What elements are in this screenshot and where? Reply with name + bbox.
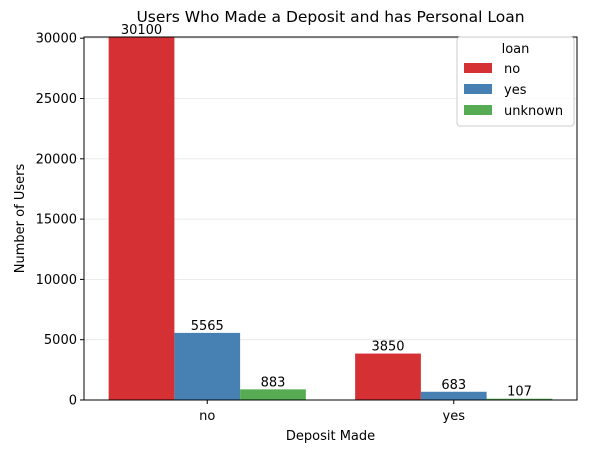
legend-swatch-yes bbox=[464, 84, 492, 94]
legend-swatch-no bbox=[464, 63, 492, 73]
y-tick-label-30000: 30000 bbox=[36, 32, 77, 47]
bar-value-labels: 30100 5565 883 3850 683 107 bbox=[121, 23, 532, 400]
y-axis: 0 5000 10000 15000 20000 25000 30000 bbox=[36, 32, 84, 409]
bar-label-yes-unknown: 107 bbox=[507, 385, 532, 400]
x-tick-label-no: no bbox=[199, 409, 215, 424]
bar-yes-unknown bbox=[486, 398, 553, 400]
bar-label-no-yes: 5565 bbox=[191, 319, 224, 334]
y-tick-label-5000: 5000 bbox=[44, 333, 77, 348]
bar-no-no bbox=[108, 37, 175, 400]
x-tick-label-yes: yes bbox=[443, 409, 466, 424]
y-tick-label-0: 0 bbox=[69, 394, 77, 409]
x-axis-title: Deposit Made bbox=[286, 429, 375, 444]
legend-title: loan bbox=[502, 42, 530, 57]
legend-items: no yes unknown bbox=[464, 62, 563, 119]
y-tick-label-25000: 25000 bbox=[36, 92, 77, 107]
bar-label-yes-no: 3850 bbox=[371, 340, 404, 355]
chart-title: Users Who Made a Deposit and has Persona… bbox=[136, 8, 524, 26]
legend-swatch-unknown bbox=[464, 105, 492, 115]
bar-label-no-no: 30100 bbox=[121, 23, 162, 38]
legend-label-unknown: unknown bbox=[504, 104, 563, 119]
bar-no-yes bbox=[174, 332, 241, 400]
bars bbox=[108, 37, 553, 400]
plot-frame bbox=[83, 36, 578, 401]
y-tick-label-20000: 20000 bbox=[36, 152, 77, 167]
y-tick-label-15000: 15000 bbox=[36, 213, 77, 228]
bar-yes-yes bbox=[420, 391, 487, 400]
y-tick-label-10000: 10000 bbox=[36, 273, 77, 288]
bar-label-no-unknown: 883 bbox=[261, 375, 286, 390]
legend-label-yes: yes bbox=[504, 83, 527, 98]
legend-box bbox=[456, 36, 575, 127]
y-axis-title: Number of Users bbox=[13, 164, 28, 274]
bar-yes-no bbox=[355, 353, 421, 400]
bar-label-yes-yes: 683 bbox=[441, 378, 466, 393]
legend: loan no yes unknown bbox=[456, 36, 575, 127]
bar-no-unknown bbox=[240, 389, 306, 400]
legend-label-no: no bbox=[504, 62, 520, 77]
x-axis: no yes bbox=[199, 400, 465, 424]
